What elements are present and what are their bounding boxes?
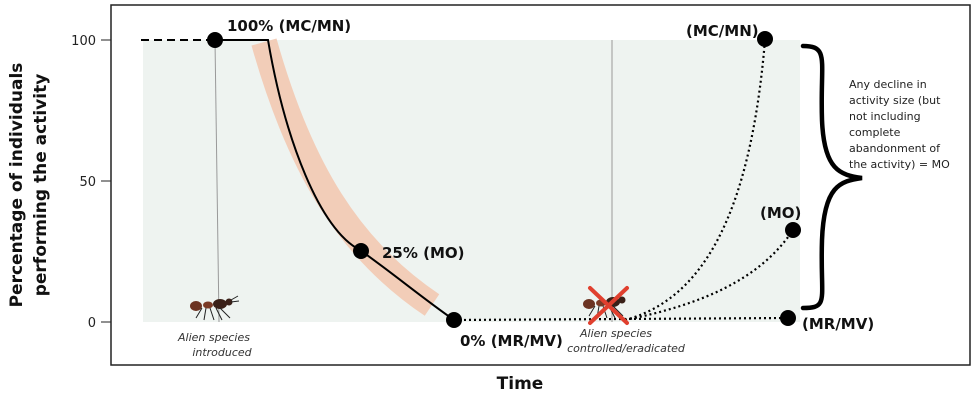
plot-area	[143, 40, 800, 322]
point-label: 25% (MO)	[382, 244, 465, 262]
x-axis-title: Time	[497, 374, 544, 394]
brace-note-line: activity size (but	[849, 94, 941, 107]
y-axis-title-line1: Percentage of individuals	[7, 63, 27, 308]
data-point	[207, 32, 223, 48]
recovery-full-dotted	[624, 39, 767, 322]
brace-note-line: complete	[849, 126, 901, 139]
brace-note-line: Any decline in	[849, 78, 927, 91]
ant-icon	[190, 295, 240, 321]
brace-note-line: not including	[849, 110, 921, 123]
y-axis-title-line2: performing the activity	[31, 74, 51, 297]
curly-brace	[800, 43, 863, 311]
data-point	[757, 31, 773, 47]
point-label: (MC/MN)	[686, 22, 759, 40]
brace-note-line: the activity) = MO	[849, 158, 950, 171]
brace-note-line: abandonment of	[849, 142, 941, 155]
data-point	[446, 312, 462, 328]
y-tick-label: 100	[71, 34, 96, 49]
cross-icon	[588, 286, 629, 325]
event-caption: Alien species	[579, 327, 652, 340]
y-tick-label: 0	[88, 316, 96, 331]
point-label: (MO)	[760, 204, 801, 222]
recovery-none-dotted	[453, 316, 789, 322]
event-caption: controlled/eradicated	[567, 342, 686, 355]
point-label: 0% (MR/MV)	[460, 332, 563, 350]
data-point	[353, 243, 369, 259]
data-point	[785, 222, 801, 238]
event-caption: introduced	[192, 346, 252, 359]
introduction-line	[214, 39, 220, 323]
event-caption: Alien species	[177, 331, 250, 344]
decline-curve	[215, 39, 455, 321]
point-label: (MR/MV)	[802, 315, 874, 333]
point-label: 100% (MC/MN)	[227, 17, 351, 35]
data-point	[780, 310, 796, 326]
y-tick-label: 50	[79, 175, 96, 190]
